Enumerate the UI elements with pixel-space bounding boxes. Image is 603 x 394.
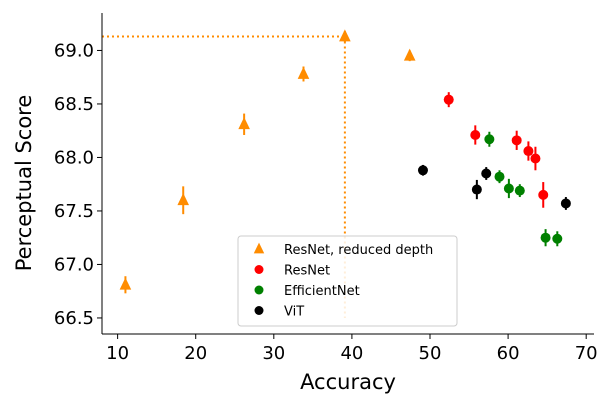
- x-tick-label: 40: [340, 343, 363, 364]
- series-resnet: [443, 92, 549, 208]
- series-efficientnet: [484, 131, 563, 247]
- data-point: [471, 184, 482, 195]
- legend: ResNet, reduced depth ResNet EfficientNet V…: [237, 235, 458, 327]
- y-tick-label: 69.0: [54, 40, 94, 61]
- data-point: [339, 29, 351, 42]
- data-point: [484, 134, 495, 145]
- y-tick-label: 67.5: [54, 201, 94, 222]
- data-point: [514, 185, 525, 196]
- series-resnet-reduced-depth: [119, 29, 416, 294]
- x-tick-label: 70: [575, 343, 598, 364]
- data-point: [403, 48, 416, 61]
- data-point: [417, 165, 428, 176]
- series-vit: [417, 164, 571, 210]
- x-tick-label: 20: [184, 343, 207, 364]
- axes: 10 20 30 40 50 60 70 66.5 67.0 67.5 68.0 68.5 69.0: [54, 13, 598, 364]
- data-point: [511, 135, 522, 146]
- legend-box: [237, 235, 458, 327]
- y-tick-label: 66.5: [54, 308, 94, 329]
- legend-label: ResNet, reduced depth: [284, 243, 433, 258]
- x-tick-label: 10: [106, 343, 129, 364]
- data-point: [540, 232, 551, 243]
- y-axis-title: Perceptual Score: [12, 95, 36, 272]
- data-point: [552, 233, 563, 244]
- x-tick-label: 50: [419, 343, 442, 364]
- y-tick-label: 68.5: [54, 94, 94, 115]
- data-point: [481, 168, 492, 179]
- data-point: [560, 198, 571, 209]
- data-point: [470, 129, 481, 140]
- data-point: [538, 189, 549, 200]
- legend-label: ResNet: [284, 264, 330, 279]
- data-point: [238, 117, 250, 130]
- legend-marker: [254, 285, 264, 295]
- legend-marker: [254, 306, 264, 315]
- y-tick-label: 68.0: [54, 147, 94, 168]
- data-point: [523, 146, 534, 157]
- legend-marker: [254, 265, 264, 274]
- data-point: [494, 171, 505, 182]
- x-tick-label: 30: [262, 343, 285, 364]
- legend-marker: [253, 242, 265, 254]
- data-marks: [119, 29, 571, 294]
- data-point: [297, 66, 310, 79]
- data-point: [443, 94, 454, 105]
- legend-label: EfficientNet: [284, 284, 360, 299]
- reference-lines: [102, 35, 346, 318]
- data-point: [530, 153, 541, 164]
- data-point: [503, 183, 514, 194]
- legend-label: ViT: [284, 305, 304, 320]
- data-point: [177, 193, 190, 206]
- data-point: [119, 277, 132, 290]
- x-axis-title: Accuracy: [300, 370, 396, 394]
- y-tick-label: 67.0: [54, 254, 94, 275]
- x-tick-label: 60: [497, 343, 520, 364]
